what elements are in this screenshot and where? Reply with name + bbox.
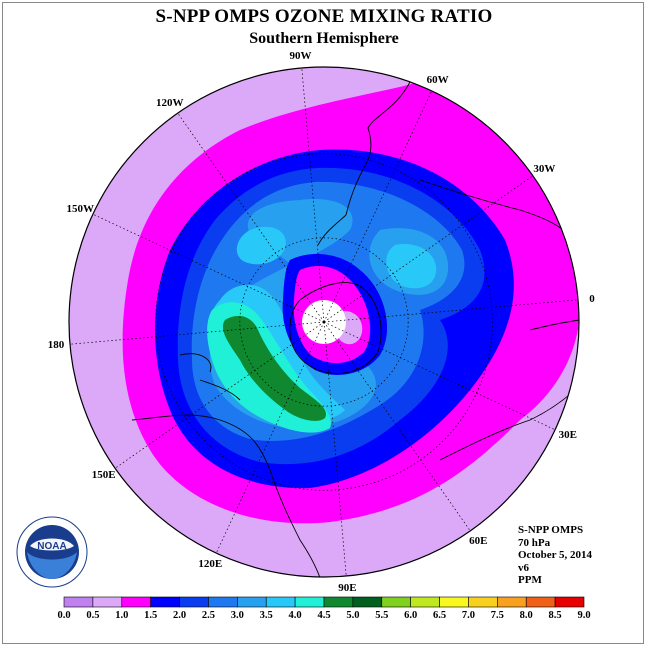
colorbar-tick-label: 3.5 — [259, 610, 273, 621]
colorbar-swatch — [265, 596, 296, 608]
meridian-8 — [114, 321, 325, 469]
map-boundary — [68, 66, 580, 578]
colorbar-swatch — [410, 596, 440, 608]
colorbar-tick-label: 4.5 — [317, 610, 331, 621]
meridian-4 — [323, 321, 556, 431]
colorbar-tick-label: 6.0 — [404, 610, 418, 621]
colorbar-tick-label: 7.0 — [461, 610, 475, 621]
colorbar-swatch — [63, 596, 94, 608]
colorbar-swatch — [439, 596, 469, 608]
colorbar-tick-label: 0.0 — [57, 610, 71, 621]
meridian-7 — [215, 321, 325, 554]
colorbar-swatch — [294, 596, 325, 608]
date-label: October 5, 2014 — [518, 549, 593, 561]
level-3.5-patch2 — [236, 226, 286, 265]
longitude-label: 60E — [469, 534, 488, 547]
colorbar-tick-label: 2.0 — [172, 610, 187, 621]
colorbar-tick-label: 5.5 — [375, 610, 389, 621]
level-3.5-patch — [386, 244, 437, 289]
pressure-label: 70 hPa — [518, 536, 551, 549]
colorbar-swatch — [208, 596, 238, 608]
level-4.5 — [222, 315, 326, 421]
coastlines — [131, 81, 579, 577]
longitude-label: 120E — [198, 557, 223, 570]
colorbar-swatch — [468, 596, 498, 608]
instrument-label: S-NPP OMPS — [518, 524, 584, 536]
colorbar-swatch — [497, 596, 527, 608]
meridian-0 — [301, 67, 325, 323]
colorbar-swatch — [237, 596, 267, 608]
colorbar-tick-label: 8.5 — [548, 610, 562, 621]
meridian-6 — [323, 321, 347, 577]
longitude-label: 180 — [47, 339, 65, 352]
latitude-circle-1 — [155, 153, 493, 491]
map-title: S-NPP OMPS OZONE MIXING RATIO — [155, 6, 493, 27]
map-subtitle: Southern Hemisphere — [249, 30, 399, 47]
meridian-1 — [323, 90, 433, 323]
colorbar-tick-label: 4.0 — [288, 610, 302, 621]
noaa-logo-icon: NOAA — [16, 516, 88, 588]
longitude-label: 0 — [589, 292, 595, 305]
colorbar-swatch — [150, 596, 180, 608]
meridian-10 — [92, 213, 325, 323]
colorbar-swatch — [554, 596, 585, 608]
colorbar-tick-label: 2.5 — [201, 610, 215, 621]
colorbar-tick-label: 6.5 — [432, 610, 447, 621]
south-pole-marker — [322, 320, 326, 324]
colorbar-swatch — [92, 596, 123, 608]
colorbar-swatch — [381, 596, 411, 608]
version-label: v6 — [518, 561, 529, 574]
longitude-label: 150E — [91, 469, 116, 482]
colorbar-tick-label: 3.0 — [230, 610, 244, 621]
latitude-circle-0 — [239, 237, 409, 407]
meridian-2 — [323, 175, 534, 323]
noaa-logo-text: NOAA — [37, 541, 66, 552]
longitude-label: 150W — [66, 203, 94, 216]
colorbar-swatch — [525, 596, 556, 608]
meridian-5 — [323, 321, 471, 532]
colorbar-swatch — [323, 596, 354, 608]
meridian-3 — [323, 299, 579, 323]
colorbar-tick-label: 7.5 — [490, 610, 504, 621]
meridian-9 — [69, 321, 325, 345]
longitude-label: 30E — [558, 428, 577, 441]
meridian-11 — [177, 112, 325, 323]
colorbar-tick-label: 8.0 — [519, 610, 533, 621]
longitude-label: 60W — [426, 74, 449, 87]
graticule — [69, 67, 579, 577]
colorbar-swatch — [179, 596, 209, 608]
longitude-label: 120W — [155, 97, 184, 110]
longitude-label: 90W — [289, 50, 312, 63]
info-block: S-NPP OMPS 70 hPa October 5, 2014 v6 PPM — [518, 524, 592, 587]
colorbar-tick-label: 1.0 — [115, 610, 129, 621]
colorbar-tick-label: 0.5 — [86, 610, 100, 621]
colorbar-tick-label: 1.5 — [144, 610, 158, 621]
colorbar-tick-label: 9.0 — [577, 610, 591, 621]
colorbar-tick-label: 5.0 — [346, 610, 360, 621]
longitude-label: 30W — [533, 162, 556, 175]
longitude-label: 90E — [338, 581, 357, 594]
colorbar-swatch — [352, 596, 383, 608]
colorbar-swatch — [121, 596, 151, 608]
units-label: PPM — [518, 574, 542, 586]
